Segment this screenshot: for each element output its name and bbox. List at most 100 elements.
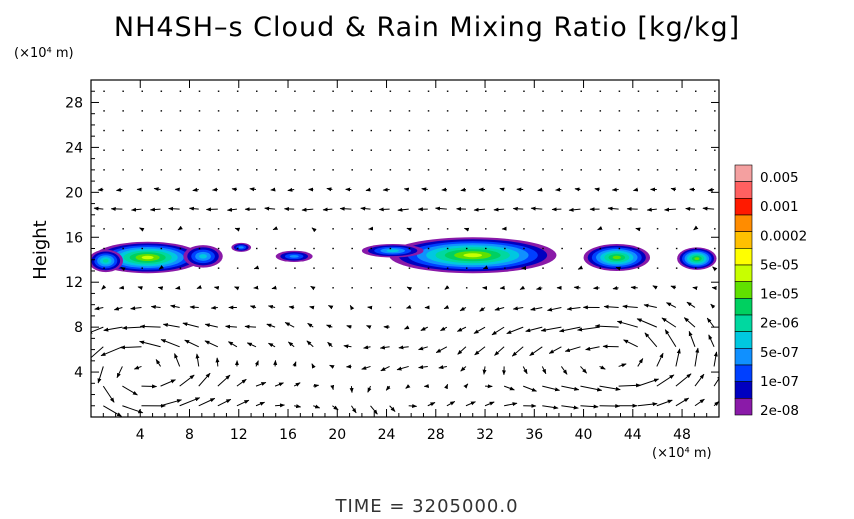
cloud-blob: [275, 250, 313, 262]
wind-vector: [670, 285, 677, 290]
wind-vector: [349, 304, 355, 311]
wind-vector: [580, 385, 603, 392]
wind-vector: [712, 266, 718, 272]
wind-vector: [463, 383, 469, 389]
cloud-blob: [183, 245, 223, 268]
x-tick-label: 48: [673, 427, 691, 443]
wind-vector: [491, 326, 505, 336]
wind-vector: [675, 373, 692, 387]
wind-vector: [482, 366, 487, 375]
wind-vector: [231, 187, 238, 192]
wind-vector: [599, 385, 621, 391]
wind-vector: [272, 226, 279, 231]
wind-vector: [405, 384, 411, 389]
cloud-contour: [463, 253, 483, 258]
wind-vector: [91, 326, 104, 334]
wind-vector: [482, 265, 489, 270]
wind-vector: [102, 385, 115, 403]
wind-vector: [330, 384, 335, 391]
wind-vector: [463, 227, 470, 232]
wind-vector: [177, 225, 183, 231]
wind-vector: [599, 365, 606, 370]
wind-vector: [234, 227, 241, 232]
wind-vector: [382, 187, 390, 192]
wind-vector: [568, 207, 581, 212]
wind-vector: [456, 326, 467, 332]
wind-vector: [441, 187, 447, 192]
colorbar-swatch: [734, 248, 753, 266]
wind-vector: [646, 207, 657, 212]
wind-vector: [459, 306, 467, 312]
wind-vector: [406, 227, 412, 232]
wind-vector: [707, 187, 715, 192]
wind-vector: [594, 187, 600, 192]
wind-vector: [236, 399, 250, 407]
wind-vector: [292, 361, 297, 367]
wind-vector: [504, 402, 518, 407]
wind-vector: [644, 332, 658, 348]
x-tick-label: 20: [328, 427, 346, 443]
wind-vector: [97, 366, 104, 384]
wind-vector: [512, 306, 524, 311]
wind-vector: [434, 206, 447, 211]
colorbar-swatch: [734, 314, 753, 332]
wind-vector: [506, 326, 524, 335]
wind-vector: [130, 306, 142, 311]
x-tick-label: 40: [575, 427, 593, 443]
wind-vector: [170, 304, 180, 309]
wind-vector: [155, 359, 161, 367]
wind-vector: [389, 405, 396, 412]
wind-vector: [226, 207, 237, 212]
wind-vector: [215, 357, 220, 367]
wind-vector: [685, 206, 696, 211]
wind-vector: [236, 378, 247, 387]
time-label: TIME = 3205000.0: [335, 496, 519, 517]
y-tick-label: 12: [65, 275, 83, 291]
wind-vector: [380, 366, 390, 372]
x-tick-label: 4: [136, 427, 145, 443]
wind-vector: [564, 346, 581, 352]
wind-vector: [623, 339, 638, 348]
wind-vector: [656, 399, 673, 407]
wind-vector: [421, 187, 428, 192]
wind-vector: [360, 206, 371, 211]
wind-vector: [615, 266, 621, 271]
cloud-contour: [141, 255, 154, 260]
wind-vector: [637, 402, 658, 407]
wind-vector: [536, 286, 543, 291]
wind-vector: [204, 323, 218, 328]
wind-vector: [366, 325, 372, 330]
wind-vector: [158, 264, 164, 270]
x-tick-label: 8: [185, 427, 194, 443]
wind-vector: [636, 318, 658, 328]
wind-vector: [607, 206, 619, 211]
y-tick-label: 20: [65, 185, 83, 201]
wind-vector: [139, 227, 145, 232]
wind-vector: [693, 225, 699, 231]
wind-vector: [612, 286, 619, 290]
wind-vector: [406, 304, 412, 309]
cloud-contour: [386, 249, 399, 253]
wind-vector: [198, 397, 216, 407]
wind-vector: [577, 326, 600, 332]
cloud-blob: [677, 247, 717, 270]
wind-vector: [153, 187, 161, 192]
x-tick-label: 36: [525, 427, 543, 443]
wind-vector: [217, 374, 231, 387]
y-tick-label: 4: [74, 365, 83, 381]
wind-vector: [683, 317, 696, 328]
wind-vector: [339, 206, 352, 211]
wind-vector: [573, 285, 581, 290]
wind-vector: [255, 401, 266, 407]
colorbar-swatch: [734, 381, 753, 399]
wind-vector: [213, 286, 220, 290]
wind-vector: [580, 404, 599, 409]
wind-vector: [622, 304, 638, 309]
wind-vector: [666, 302, 677, 308]
wind-vector: [122, 405, 144, 414]
wind-vector: [271, 285, 277, 290]
wind-vector: [710, 303, 716, 309]
wind-vector: [473, 326, 486, 334]
wind-vector: [670, 187, 677, 192]
